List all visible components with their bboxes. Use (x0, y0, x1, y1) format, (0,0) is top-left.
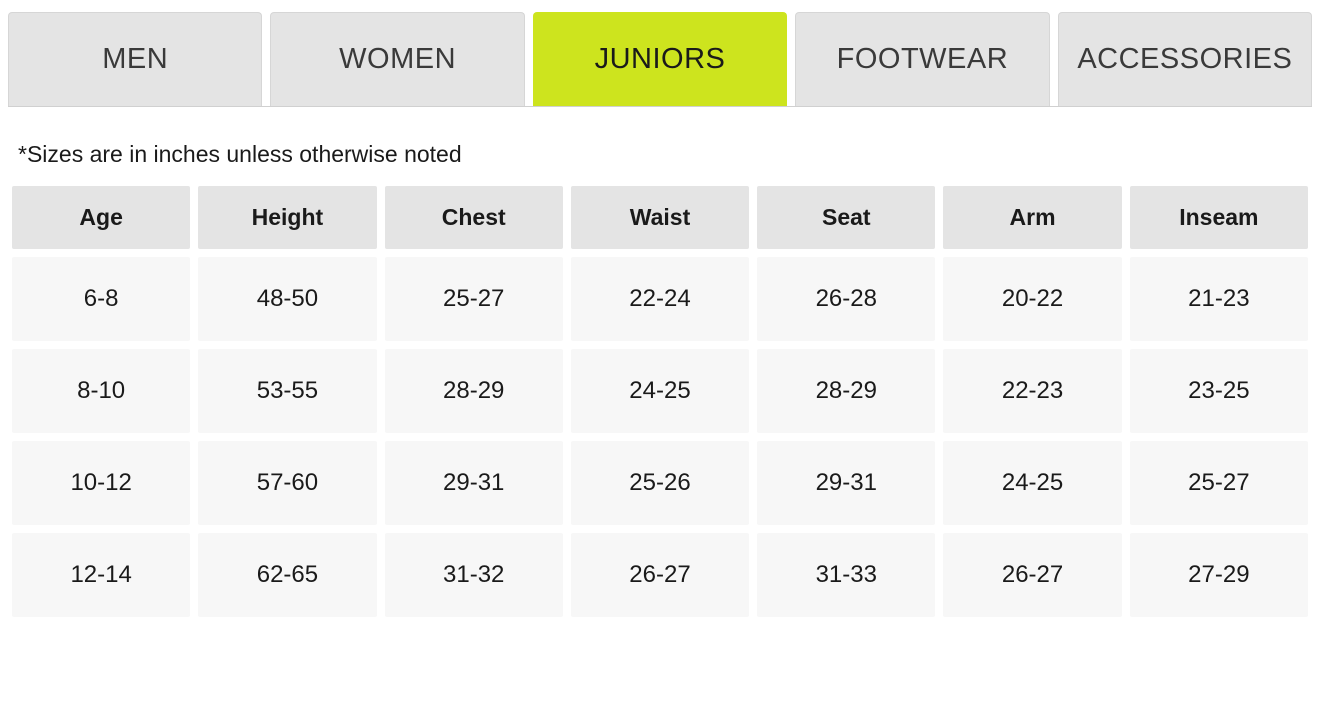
table-cell: 26-27 (571, 533, 749, 617)
col-header-height: Height (198, 186, 376, 249)
tab-juniors[interactable]: JUNIORS (533, 12, 787, 106)
tab-men[interactable]: MEN (8, 12, 262, 106)
tab-accessories[interactable]: ACCESSORIES (1058, 12, 1312, 106)
col-header-arm: Arm (943, 186, 1121, 249)
col-header-age: Age (12, 186, 190, 249)
col-header-waist: Waist (571, 186, 749, 249)
table-cell: 24-25 (571, 349, 749, 433)
table-cell: 26-27 (943, 533, 1121, 617)
category-tabs: MEN WOMEN JUNIORS FOOTWEAR ACCESSORIES (8, 12, 1312, 107)
table-cell: 26-28 (757, 257, 935, 341)
col-header-seat: Seat (757, 186, 935, 249)
table-cell: 25-27 (385, 257, 563, 341)
table-cell: 12-14 (12, 533, 190, 617)
table-cell: 28-29 (385, 349, 563, 433)
table-cell: 10-12 (12, 441, 190, 525)
sizing-note: *Sizes are in inches unless otherwise no… (8, 107, 1312, 186)
tab-footwear[interactable]: FOOTWEAR (795, 12, 1049, 106)
table-cell: 21-23 (1130, 257, 1308, 341)
table-cell: 22-23 (943, 349, 1121, 433)
size-chart-container: MEN WOMEN JUNIORS FOOTWEAR ACCESSORIES *… (0, 0, 1320, 617)
table-cell: 31-33 (757, 533, 935, 617)
table-cell: 22-24 (571, 257, 749, 341)
table-cell: 6-8 (12, 257, 190, 341)
table-cell: 25-27 (1130, 441, 1308, 525)
table-cell: 48-50 (198, 257, 376, 341)
table-cell: 27-29 (1130, 533, 1308, 617)
table-cell: 31-32 (385, 533, 563, 617)
table-cell: 29-31 (757, 441, 935, 525)
table-cell: 25-26 (571, 441, 749, 525)
col-header-inseam: Inseam (1130, 186, 1308, 249)
size-table: Age Height Chest Waist Seat Arm Inseam 6… (8, 186, 1312, 617)
table-cell: 20-22 (943, 257, 1121, 341)
table-cell: 8-10 (12, 349, 190, 433)
table-cell: 29-31 (385, 441, 563, 525)
tab-women[interactable]: WOMEN (270, 12, 524, 106)
table-cell: 62-65 (198, 533, 376, 617)
table-cell: 28-29 (757, 349, 935, 433)
col-header-chest: Chest (385, 186, 563, 249)
table-cell: 53-55 (198, 349, 376, 433)
table-cell: 24-25 (943, 441, 1121, 525)
table-cell: 23-25 (1130, 349, 1308, 433)
table-cell: 57-60 (198, 441, 376, 525)
